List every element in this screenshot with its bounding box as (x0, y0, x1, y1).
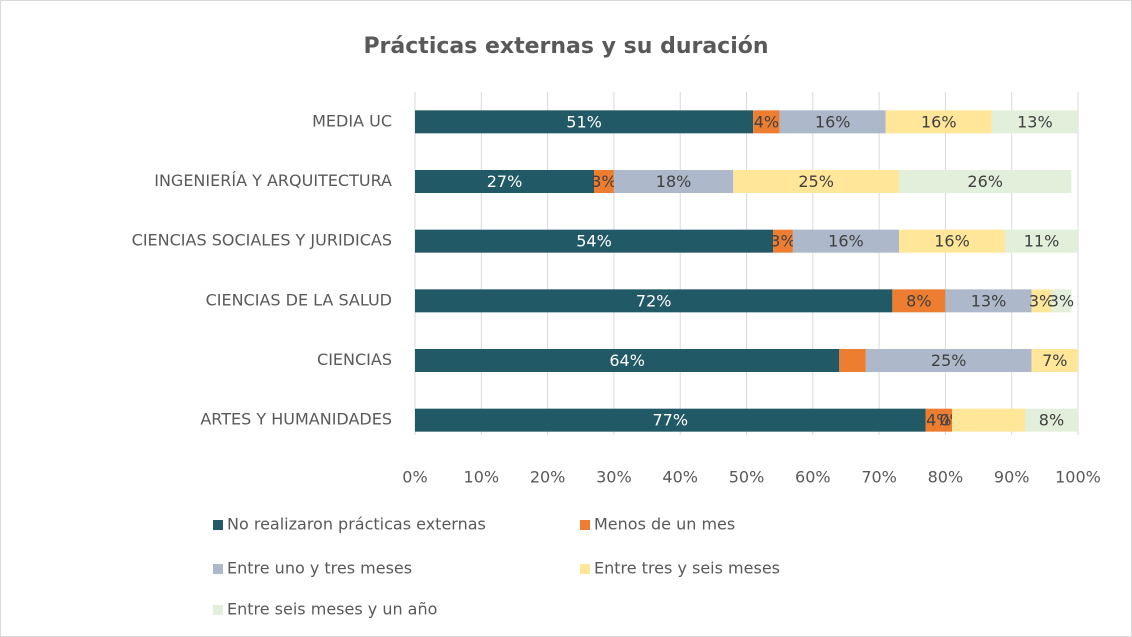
x-tick-label: 50% (729, 468, 765, 487)
x-tick-label: 40% (662, 468, 698, 487)
x-tick-label: 20% (530, 468, 566, 487)
data-label: 64% (609, 351, 645, 370)
y-tick-label: ARTES Y HUMANIDADES (200, 410, 392, 429)
x-tick-label: 10% (464, 468, 500, 487)
bar-segment (773, 229, 793, 253)
bar-segment (865, 349, 1032, 372)
bar-segment (415, 349, 840, 372)
data-label: 16% (815, 112, 851, 131)
legend-label: Entre uno y tres meses (227, 559, 412, 578)
data-label: 8% (1039, 411, 1064, 430)
legend-swatch (213, 605, 223, 615)
bar-segment (779, 110, 886, 134)
data-label: 3% (1049, 291, 1074, 310)
data-label: 16% (934, 232, 970, 251)
bar-segment (991, 110, 1078, 134)
bar-segment (892, 289, 946, 313)
bar-segment (945, 289, 1032, 313)
data-label: 3% (591, 172, 616, 191)
bar-segment (594, 170, 614, 193)
data-label: 4% (926, 411, 951, 430)
legend-swatch (213, 564, 223, 574)
bar-segment (1031, 349, 1078, 372)
bar-segment (952, 408, 1025, 432)
bar-segment (613, 170, 734, 193)
bar-segment (898, 229, 1006, 253)
bar-segment (839, 349, 866, 372)
data-label: 26% (967, 172, 1003, 191)
bar-segment (415, 170, 595, 193)
data-label: 8% (906, 291, 931, 310)
data-label: 16% (921, 112, 957, 131)
data-label: 13% (1017, 112, 1053, 131)
bar-segment (415, 289, 893, 313)
bar-segment (415, 229, 774, 253)
y-tick-label: INGENIERÍA Y ARQUITECTURA (154, 171, 392, 190)
data-label: 51% (566, 112, 602, 131)
data-label: 18% (656, 172, 692, 191)
data-label: 11% (1024, 232, 1060, 251)
legend-swatch (580, 564, 590, 574)
y-tick-label: CIENCIAS (317, 350, 392, 369)
data-label: 25% (931, 351, 967, 370)
chart-title: Prácticas externas y su duración (363, 34, 768, 59)
x-tick-label: 100% (1055, 468, 1101, 487)
bar-segment (898, 170, 1072, 193)
x-tick-label: 60% (795, 468, 831, 487)
x-tick-label: 30% (596, 468, 632, 487)
data-label: 3% (770, 232, 795, 251)
bar-segment (1051, 289, 1072, 313)
data-label: 25% (798, 172, 834, 191)
legend-label: Menos de un mes (594, 515, 735, 534)
y-tick-label: CIENCIAS DE LA SALUD (206, 290, 392, 309)
data-label: 77% (652, 411, 688, 430)
legend-swatch (580, 520, 590, 530)
data-label: 13% (971, 291, 1007, 310)
bar-segment (753, 110, 780, 134)
x-tick-label: 0% (402, 468, 427, 487)
bar-segment (1031, 289, 1052, 313)
data-label: 16% (828, 232, 864, 251)
bar-segment (1024, 408, 1078, 432)
legend-label: No realizaron prácticas externas (227, 515, 486, 534)
bar-segment (733, 170, 899, 193)
bar-segment (885, 110, 992, 134)
data-label: 72% (636, 291, 672, 310)
data-label: 3% (1029, 291, 1054, 310)
x-tick-label: 80% (928, 468, 964, 487)
bar-segment (1005, 229, 1078, 253)
x-tick-label: 70% (861, 468, 897, 487)
bar-segment (792, 229, 899, 253)
y-tick-label: MEDIA UC (312, 111, 392, 130)
bar-segment (415, 110, 754, 134)
legend-swatch (213, 520, 223, 530)
legend-label: Entre tres y seis meses (594, 559, 780, 578)
data-label: 54% (576, 232, 612, 251)
data-label: 4% (754, 112, 779, 131)
legend-label: Entre seis meses y un año (227, 600, 437, 619)
bar-segment (925, 408, 953, 432)
data-label: 27% (487, 172, 523, 191)
bar-segment (415, 408, 926, 432)
x-tick-label: 90% (994, 468, 1030, 487)
y-tick-label: CIENCIAS SOCIALES Y JURIDICAS (132, 231, 392, 250)
data-label: 7% (1042, 351, 1067, 370)
